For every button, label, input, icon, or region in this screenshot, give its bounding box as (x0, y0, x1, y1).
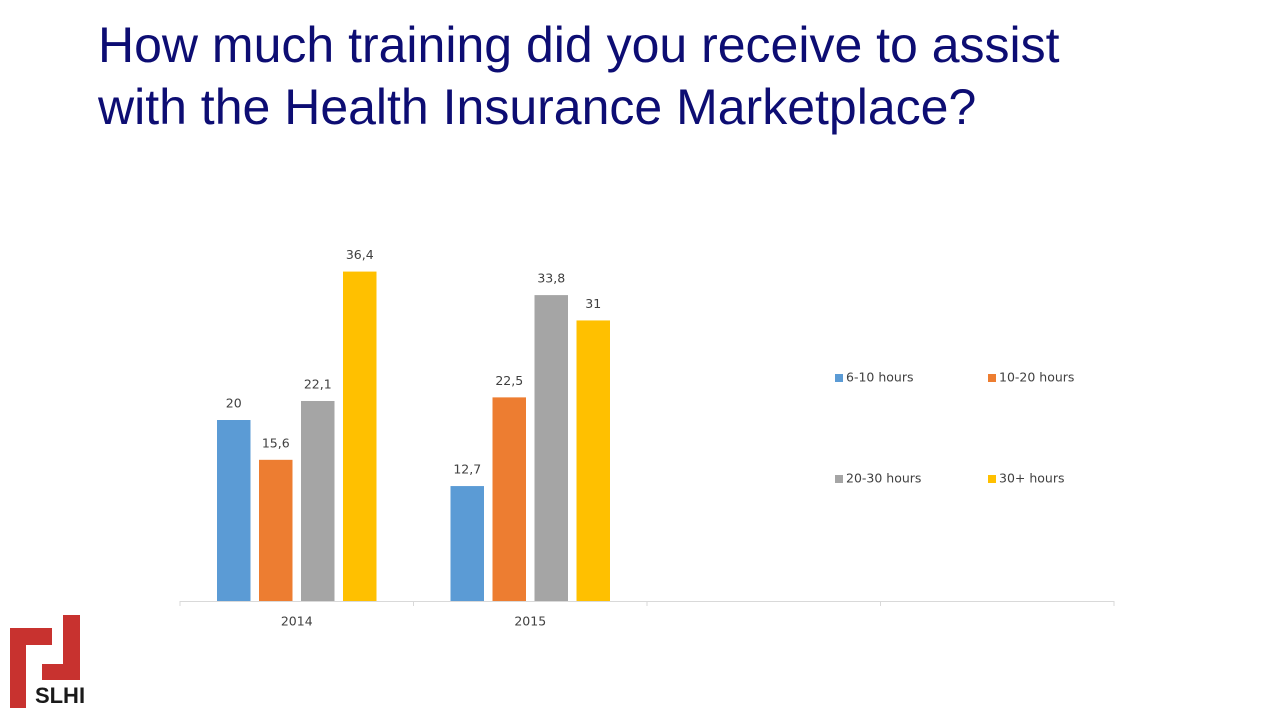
legend-label: 10-20 hours (999, 370, 1074, 385)
bar (217, 420, 251, 601)
chart-title: How much training did you receive to ass… (98, 17, 1060, 135)
bar (576, 320, 610, 601)
bar (301, 400, 335, 601)
data-label: 15,6 (262, 435, 290, 450)
bar (450, 486, 484, 601)
legend-swatch (835, 374, 843, 382)
x-tick-label: 2015 (514, 614, 546, 629)
logo-shape (10, 628, 52, 708)
data-label: 12,7 (453, 462, 481, 477)
bar (492, 397, 526, 601)
data-label: 22,5 (495, 373, 523, 388)
logo-text: SLHI (35, 683, 85, 708)
data-label: 36,4 (346, 247, 374, 262)
legend-label: 30+ hours (999, 471, 1065, 486)
legend-swatch (988, 374, 996, 382)
logo: SLHI (10, 615, 85, 708)
legend-label: 6-10 hours (846, 370, 914, 385)
data-label: 20 (226, 396, 242, 411)
legend-swatch (988, 475, 996, 483)
bar (259, 459, 293, 601)
data-label: 33,8 (537, 271, 565, 286)
logo-shape (42, 615, 80, 680)
x-tick-label: 2014 (281, 614, 313, 629)
data-label: 22,1 (304, 376, 332, 391)
legend-label: 20-30 hours (846, 471, 921, 486)
bar (343, 271, 377, 601)
bar (534, 295, 568, 601)
legend-swatch (835, 475, 843, 483)
data-label: 31 (585, 296, 601, 311)
